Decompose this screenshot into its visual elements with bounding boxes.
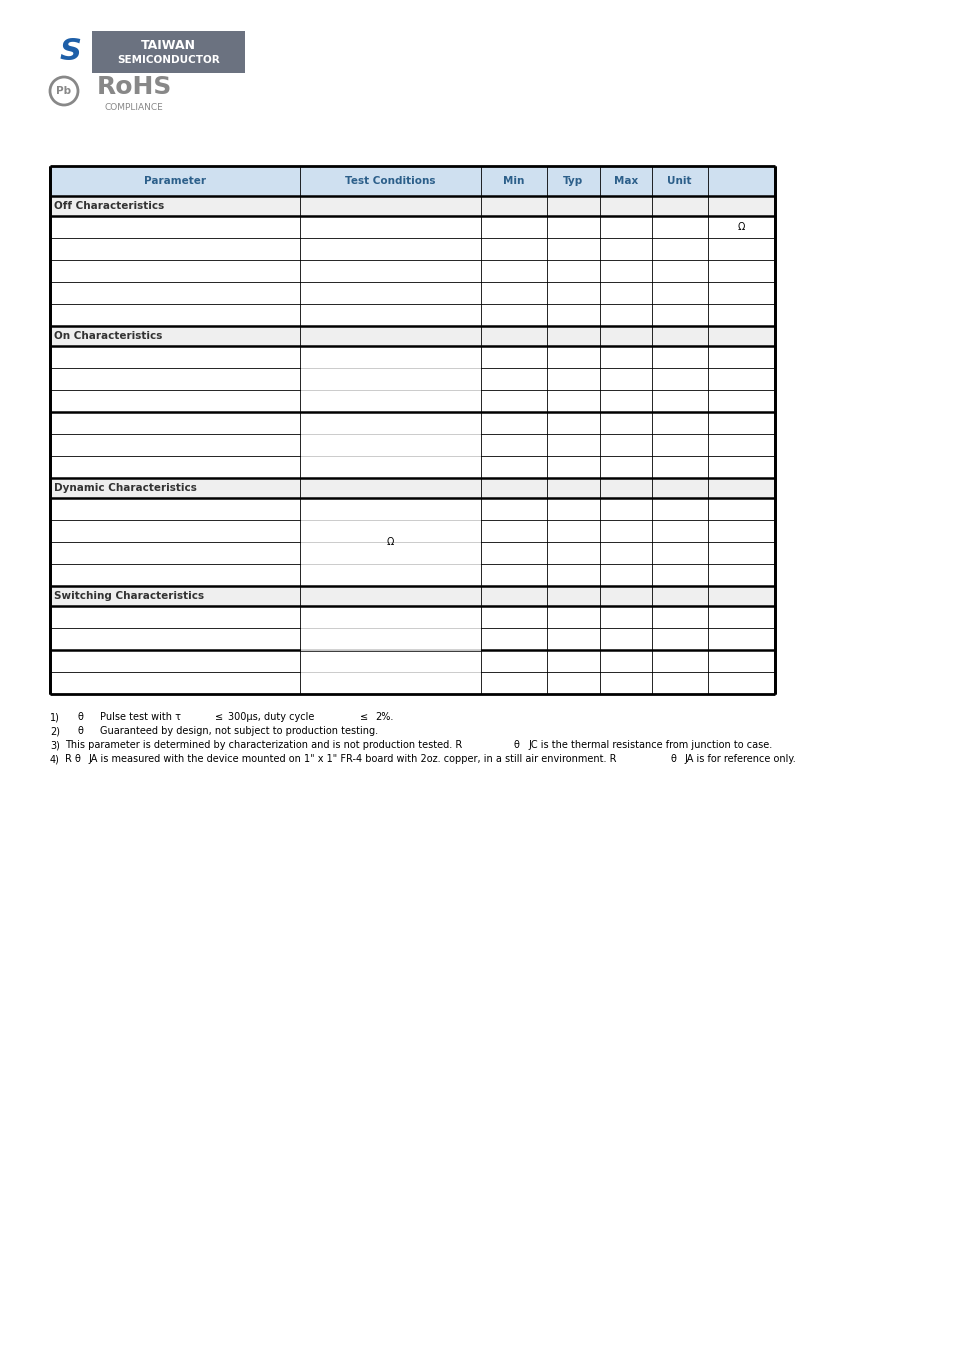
Text: Guaranteed by design, not subject to production testing.: Guaranteed by design, not subject to pro… [100, 725, 377, 736]
Bar [50, 478, 774, 499]
Text: ≤: ≤ [359, 712, 368, 721]
Text: Dynamic Characteristics: Dynamic Characteristics [54, 484, 196, 493]
Text: This parameter is determined by characterization and is not production tested. R: This parameter is determined by characte… [65, 740, 462, 750]
Text: θ: θ [78, 725, 84, 736]
Text: 1): 1) [50, 712, 60, 721]
Text: Pulse test with τ: Pulse test with τ [100, 712, 181, 721]
Text: Typ: Typ [562, 176, 582, 186]
Bar [50, 326, 774, 346]
Text: 4): 4) [50, 754, 60, 765]
Bar [50, 166, 774, 196]
Text: Unit: Unit [667, 176, 691, 186]
Text: Ω: Ω [387, 536, 394, 547]
Text: Min: Min [503, 176, 524, 186]
Text: Off Characteristics: Off Characteristics [54, 201, 164, 211]
Text: JC is the thermal resistance from junction to case.: JC is the thermal resistance from juncti… [527, 740, 771, 750]
Text: 3): 3) [50, 740, 60, 750]
Text: SEMICONDUCTOR: SEMICONDUCTOR [117, 55, 219, 65]
Text: 2): 2) [50, 725, 60, 736]
Bar [50, 31, 245, 73]
Text: ≤: ≤ [214, 712, 223, 721]
Text: θ: θ [78, 712, 84, 721]
Text: Max: Max [613, 176, 638, 186]
Text: Pb: Pb [56, 86, 71, 96]
Text: Parameter: Parameter [144, 176, 206, 186]
Text: R: R [65, 754, 71, 765]
Text: Ω: Ω [737, 222, 744, 232]
Text: On Characteristics: On Characteristics [54, 331, 162, 340]
Text: 300μs, duty cycle: 300μs, duty cycle [228, 712, 314, 721]
Bar [50, 31, 91, 73]
Text: θ: θ [75, 754, 81, 765]
Text: S: S [60, 38, 82, 66]
Text: RoHS: RoHS [96, 76, 172, 99]
Text: JA is for reference only.: JA is for reference only. [683, 754, 795, 765]
Text: Switching Characteristics: Switching Characteristics [54, 590, 204, 601]
Text: COMPLIANCE: COMPLIANCE [105, 104, 163, 112]
Bar [50, 586, 774, 607]
Text: θ: θ [514, 740, 519, 750]
Bar [50, 196, 774, 216]
Text: 2%.: 2%. [375, 712, 393, 721]
Text: Test Conditions: Test Conditions [345, 176, 436, 186]
Text: TAIWAN: TAIWAN [141, 39, 195, 53]
Text: θ: θ [670, 754, 677, 765]
Text: JA is measured with the device mounted on 1" x 1" FR-4 board with 2oz. copper, i: JA is measured with the device mounted o… [88, 754, 616, 765]
